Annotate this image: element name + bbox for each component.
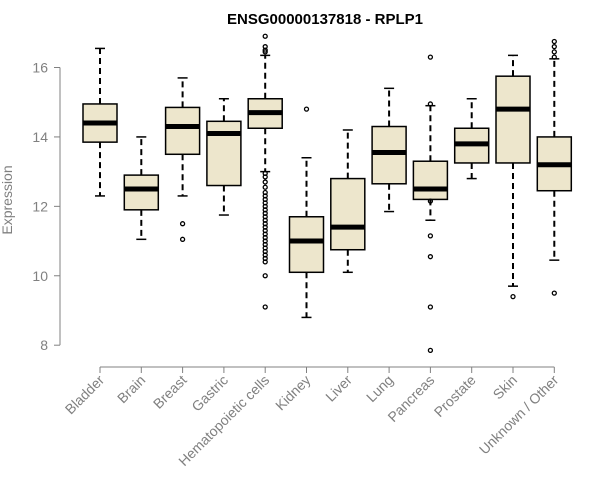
- box-group: [330, 129, 366, 274]
- x-tick-label: Lung: [363, 372, 396, 405]
- outlier-point: [262, 179, 268, 185]
- outlier-point: [179, 236, 186, 242]
- y-tick-label: 8: [40, 337, 48, 353]
- box-iqr: [495, 75, 531, 164]
- box-group: [453, 97, 490, 180]
- x-tick-label: Liver: [322, 372, 355, 405]
- box-group: [288, 106, 325, 319]
- y-tick-label: 10: [32, 268, 48, 284]
- outlier-point: [262, 33, 268, 39]
- y-tick-label: 14: [32, 129, 48, 145]
- outlier-point: [427, 254, 434, 260]
- box-group: [123, 136, 160, 241]
- outlier-point: [427, 54, 434, 60]
- outlier-point: [262, 184, 268, 190]
- y-axis-label: Expression: [0, 165, 15, 234]
- box-iqr: [206, 120, 242, 187]
- box-group: [82, 47, 118, 197]
- x-tick-label: Brain: [114, 372, 148, 406]
- box-iqr: [123, 174, 160, 211]
- box-group: [206, 97, 242, 216]
- x-tick-label: Prostate: [431, 372, 479, 420]
- box-group: [495, 54, 531, 300]
- box-iqr: [164, 106, 201, 156]
- outlier-point: [427, 347, 434, 354]
- outlier-point: [551, 44, 557, 50]
- box-iqr: [330, 177, 366, 251]
- x-tick-label: Breast: [150, 372, 190, 412]
- outlier-point: [551, 54, 557, 60]
- outlier-point: [427, 101, 434, 107]
- y-tick-label: 16: [32, 60, 48, 76]
- outlier-point: [427, 304, 434, 310]
- outlier-point: [551, 38, 557, 45]
- box-group: [536, 38, 573, 296]
- x-tick-label: Skin: [490, 372, 521, 403]
- box-group: [412, 54, 449, 354]
- box-group: [247, 33, 283, 310]
- y-axis: 8 10 12 14 16: [32, 60, 61, 353]
- outlier-point: [427, 233, 434, 239]
- box-group: [371, 87, 407, 213]
- box-iqr: [288, 216, 325, 274]
- plot-area: [82, 33, 573, 354]
- outlier-point: [303, 106, 310, 112]
- box-iqr: [371, 125, 407, 185]
- outlier-point: [551, 49, 557, 55]
- outlier-point: [262, 259, 268, 265]
- box-group: [164, 77, 201, 242]
- x-tick-label: Bladder: [62, 372, 108, 418]
- outlier-point: [262, 273, 268, 279]
- outlier-point: [179, 221, 186, 227]
- outlier-point: [427, 198, 434, 204]
- x-tick-label: Kidney: [272, 372, 314, 414]
- y-tick-label: 12: [32, 198, 48, 214]
- outlier-point: [262, 49, 268, 55]
- outlier-point: [510, 293, 516, 300]
- outlier-point: [262, 304, 268, 310]
- chart-title: ENSG00000137818 - RPLP1: [227, 11, 423, 28]
- outlier-point: [551, 290, 557, 296]
- outlier-point: [262, 174, 268, 180]
- box-iqr: [412, 160, 449, 201]
